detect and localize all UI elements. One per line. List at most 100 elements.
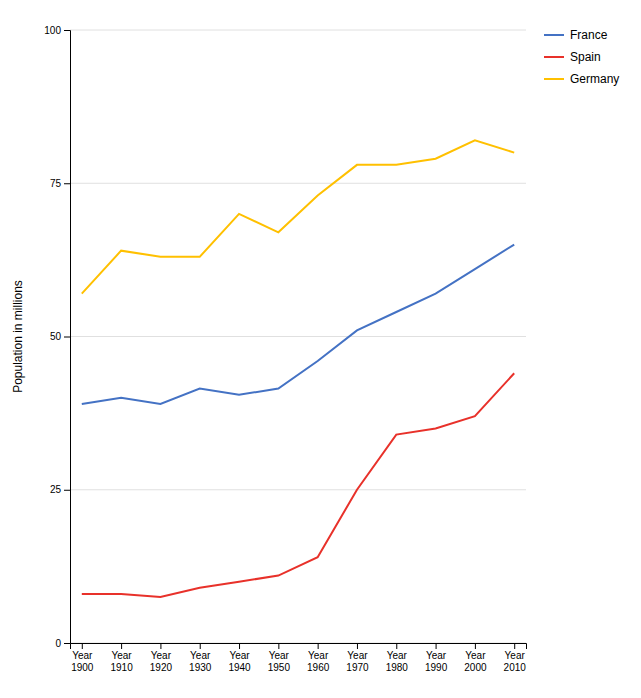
series-line: [82, 373, 514, 597]
x-tick-label-line: 1940: [228, 662, 251, 673]
x-tick-mark: [318, 643, 319, 649]
y-axis: 0 25 50 75 100: [44, 25, 70, 649]
y-tick-label: 75: [50, 178, 62, 189]
x-tick-label-line: 1990: [425, 662, 448, 673]
y-axis-title: Population in millions: [11, 280, 25, 393]
x-tick-label: Year1960: [307, 650, 330, 673]
legend-label: Germany: [570, 72, 619, 86]
x-tick: Year2000: [464, 643, 487, 673]
x-tick-mark: [357, 643, 358, 649]
x-tick: Year1910: [110, 643, 133, 673]
x-tick: Year1970: [346, 643, 369, 673]
x-tick-mark: [514, 643, 515, 649]
y-tick-mark: [64, 643, 70, 644]
x-tick-label: Year1940: [228, 650, 251, 673]
x-tick-label-line: Year: [387, 650, 408, 661]
x-tick: Year1950: [268, 643, 291, 673]
grid-line: [70, 336, 526, 337]
x-tick-label-line: Year: [72, 650, 93, 661]
x-tick: Year1920: [150, 643, 173, 673]
x-tick-label-line: 2000: [464, 662, 487, 673]
legend-item: Germany: [544, 72, 619, 86]
x-tick-mark: [200, 643, 201, 649]
x-tick-label-line: 1970: [346, 662, 369, 673]
x-tick-label-line: Year: [111, 650, 132, 661]
legend: France Spain Germany: [544, 28, 619, 86]
x-tick-label-line: Year: [465, 650, 486, 661]
x-tick-label: Year1950: [268, 650, 291, 673]
x-axis: Year1900Year1910Year1920Year1930Year1940…: [71, 643, 527, 673]
series-line: [82, 245, 514, 404]
x-tick-mark: [239, 643, 240, 649]
x-axis-line: [71, 644, 527, 650]
x-tick-mark: [160, 643, 161, 649]
x-tick-label-line: 1930: [189, 662, 212, 673]
x-tick-mark: [121, 643, 122, 649]
x-tick-label: Year1990: [425, 650, 448, 673]
x-tick: Year2010: [504, 643, 527, 673]
lines: [82, 140, 514, 597]
y-tick: 100: [44, 25, 70, 36]
x-tick-label: Year1910: [110, 650, 133, 673]
x-tick-mark: [396, 643, 397, 649]
x-tick-label: Year1930: [189, 650, 212, 673]
x-tick-mark: [82, 643, 83, 649]
x-tick-label-line: Year: [190, 650, 211, 661]
plot: 0255075100Year1900Year1910Year1920Year19…: [11, 25, 527, 673]
x-tick-label-line: Year: [308, 650, 329, 661]
x-tick-label-line: 2010: [504, 662, 527, 673]
x-tick-label: Year1900: [71, 650, 94, 673]
x-tick-label: Year2010: [504, 650, 527, 673]
x-tick-label-line: 1900: [71, 662, 94, 673]
y-tick: 25: [50, 484, 70, 495]
x-tick-label-line: Year: [426, 650, 447, 661]
legend-swatch: [544, 34, 564, 36]
grid-line: [70, 489, 526, 490]
x-tick-label-line: 1960: [307, 662, 330, 673]
legend-item: Spain: [544, 50, 601, 64]
x-tick-label-line: 1920: [150, 662, 173, 673]
x-tick: Year1930: [189, 643, 212, 673]
x-tick-label: Year1920: [150, 650, 173, 673]
legend-label: Spain: [570, 50, 601, 64]
x-tick: Year1960: [307, 643, 330, 673]
legend-swatch: [544, 56, 564, 58]
x-tick-mark: [278, 643, 279, 649]
y-tick-label: 50: [50, 331, 62, 342]
x-tick: Year1900: [71, 643, 94, 673]
grid: [70, 30, 526, 643]
x-tick-label-line: 1950: [268, 662, 291, 673]
y-tick-mark: [64, 183, 70, 184]
x-tick: Year1990: [425, 643, 448, 673]
legend-swatch: [544, 78, 564, 80]
y-tick: 50: [50, 331, 70, 342]
y-tick-mark: [64, 490, 70, 491]
y-tick-mark: [64, 337, 70, 338]
y-tick-label: 100: [44, 25, 61, 36]
y-tick: 0: [55, 638, 70, 649]
y-tick-label: 25: [50, 484, 62, 495]
x-tick: Year1980: [386, 643, 409, 673]
x-tick-label: Year1980: [386, 650, 409, 673]
x-tick-label-line: Year: [269, 650, 290, 661]
x-tick-label-line: 1980: [386, 662, 409, 673]
x-tick-mark: [436, 643, 437, 649]
grid-line: [70, 30, 526, 31]
legend-item: France: [544, 28, 608, 42]
x-tick-label-line: Year: [151, 650, 172, 661]
grid-line: [70, 183, 526, 184]
y-tick: 75: [50, 178, 70, 189]
x-tick-label-line: Year: [347, 650, 368, 661]
x-tick: Year1940: [228, 643, 251, 673]
y-tick-mark: [64, 30, 70, 31]
series-line: [82, 140, 514, 293]
x-tick-label: Year1970: [346, 650, 369, 673]
legend-label: France: [570, 28, 608, 42]
x-tick-label-line: Year: [505, 650, 526, 661]
chart: 0255075100Year1900Year1910Year1920Year19…: [0, 0, 641, 698]
x-tick-label-line: Year: [229, 650, 250, 661]
x-tick-label: Year2000: [464, 650, 487, 673]
y-axis-line: [64, 31, 71, 644]
x-tick-mark: [475, 643, 476, 649]
y-tick-label: 0: [55, 638, 61, 649]
